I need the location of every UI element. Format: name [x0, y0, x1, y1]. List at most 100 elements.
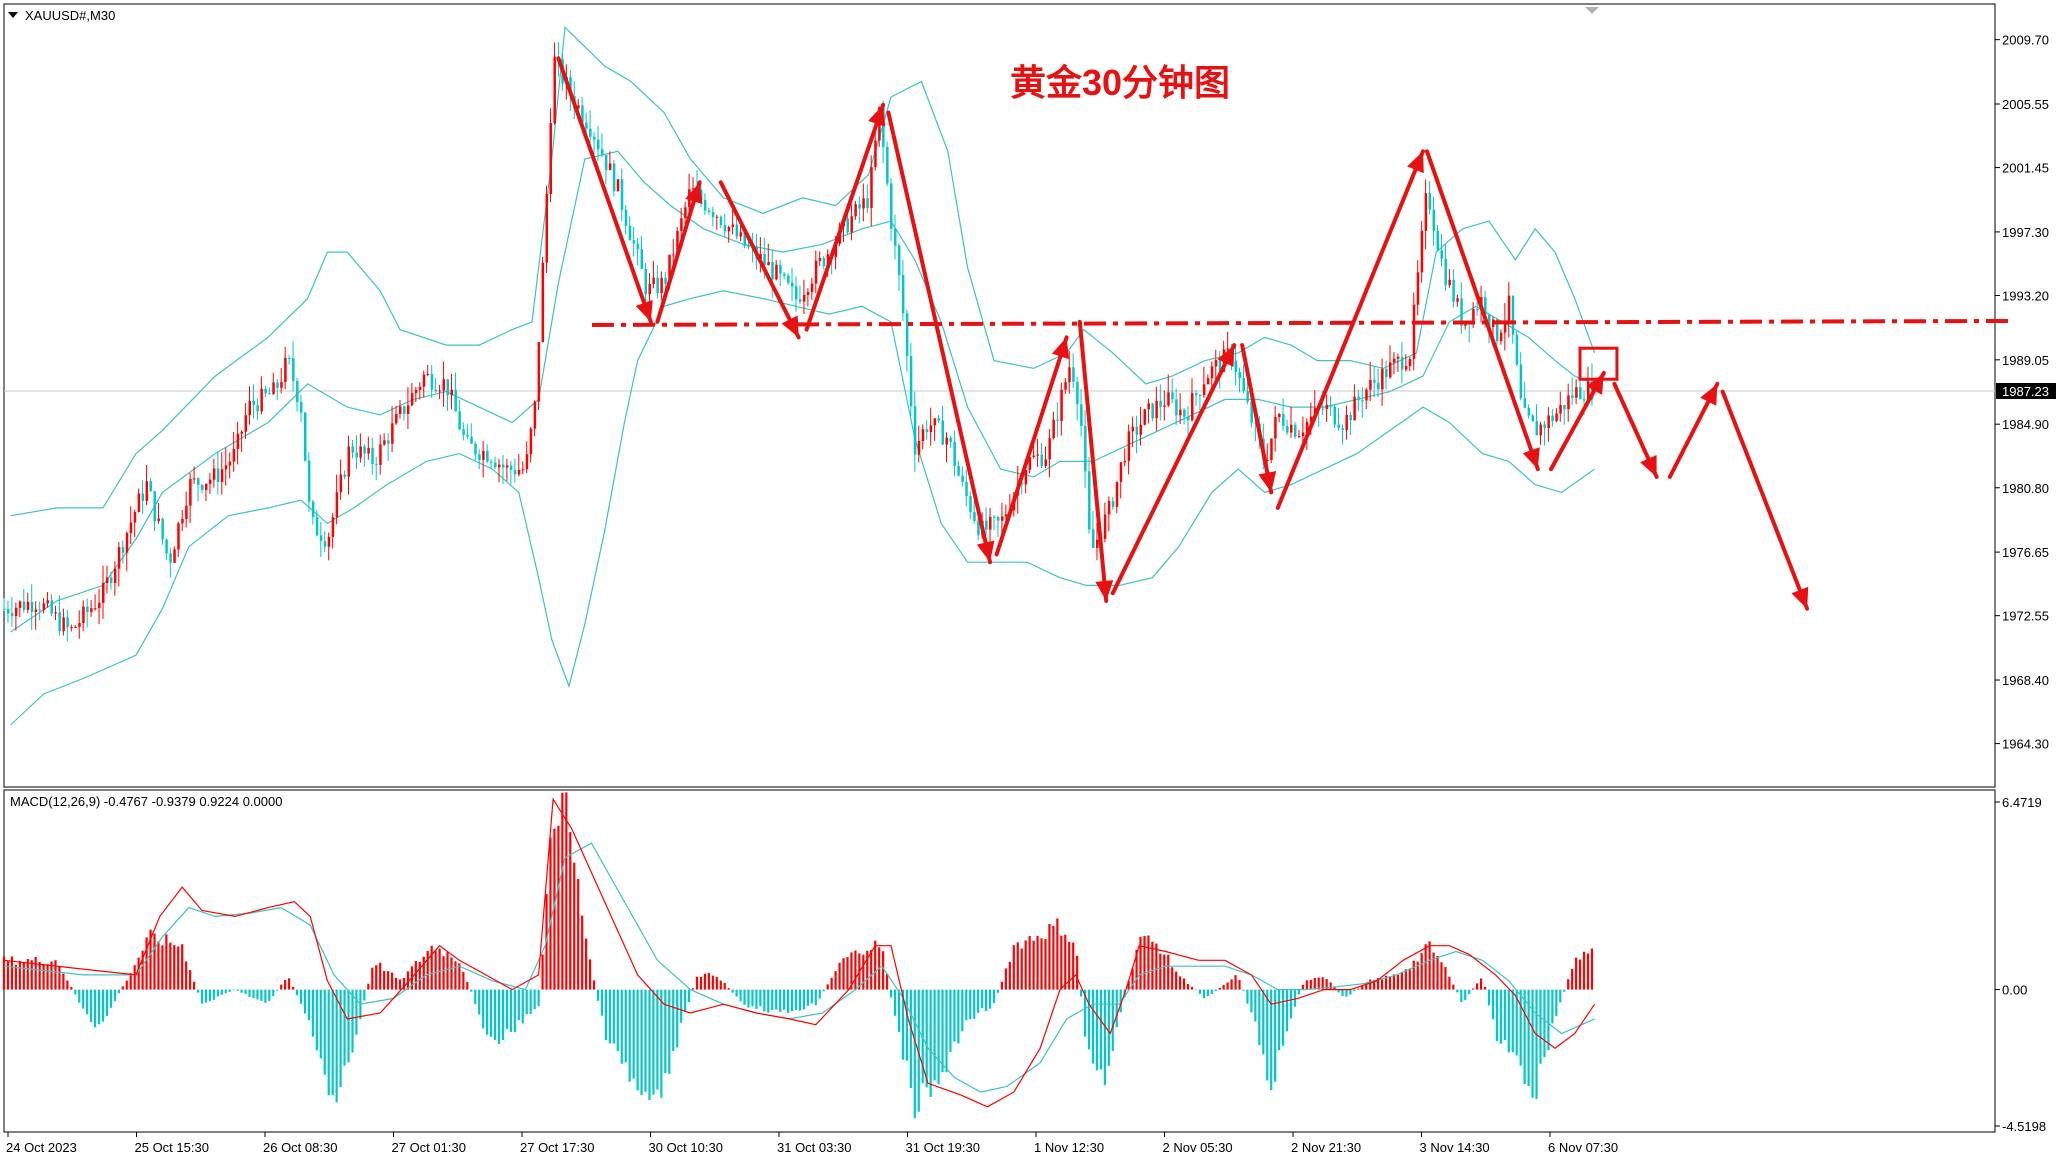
- candle-bull: [577, 105, 580, 109]
- candle-bear: [513, 469, 517, 475]
- candle-bear: [1523, 398, 1527, 408]
- candle-bear: [628, 225, 632, 241]
- candle-bull: [1060, 389, 1063, 421]
- candle-bull: [1416, 272, 1420, 305]
- candle-bear: [858, 204, 861, 209]
- candle-bear: [1452, 279, 1455, 302]
- candle-bear: [612, 163, 616, 192]
- candle-bull: [418, 386, 422, 390]
- candle-bear: [474, 443, 477, 455]
- candle-bear: [1072, 367, 1075, 382]
- candle-bull: [870, 167, 873, 209]
- symbol-dropdown-icon[interactable]: [8, 12, 18, 18]
- candle-bull: [189, 479, 192, 506]
- candle-bull: [105, 577, 109, 584]
- candle-bull: [1004, 514, 1008, 517]
- candle-bull: [660, 277, 663, 294]
- candle-bear: [707, 210, 711, 212]
- candle-bear: [216, 468, 220, 483]
- candle-bear: [763, 253, 766, 266]
- candle-bear: [791, 282, 794, 287]
- candle-bear: [1531, 415, 1535, 422]
- candle-bull: [204, 483, 208, 490]
- candle-bear: [22, 601, 26, 610]
- candle-bear: [1432, 209, 1436, 231]
- time-tick-label: 2 Nov 21:30: [1291, 1140, 1361, 1155]
- candle-bull: [759, 253, 762, 260]
- candle-bull: [1103, 514, 1107, 539]
- price-panel[interactable]: XAUUSD#,M30 黄金30分钟图: [3, 3, 2013, 788]
- trend-arrow-shaft: [1110, 343, 1237, 596]
- price-panel-frame: [3, 3, 1996, 788]
- candle-bear: [1246, 391, 1249, 402]
- candle-bear: [1175, 399, 1178, 416]
- trend-arrow-shaft: [1424, 149, 1540, 472]
- candle-bear: [703, 200, 707, 211]
- candle-bear: [977, 520, 980, 536]
- candle-bull: [1270, 438, 1273, 461]
- candle-bull: [1095, 539, 1099, 549]
- candle-bull: [648, 284, 651, 295]
- candle-bull: [280, 381, 283, 388]
- candle-bear: [161, 518, 164, 540]
- candle-bear: [458, 411, 461, 430]
- candle-bull: [117, 547, 121, 569]
- candle-bear: [1250, 401, 1253, 423]
- candle-bear: [1171, 392, 1174, 400]
- candle-bull: [26, 601, 30, 610]
- trend-arrow-head: [1051, 337, 1070, 360]
- candle-bear: [965, 481, 968, 497]
- time-tick-label: 24 Oct 2023: [6, 1140, 77, 1155]
- candle-bear: [121, 547, 125, 553]
- candle-bull: [1491, 319, 1495, 328]
- bollinger-middle-line: [10, 150, 1595, 633]
- macd-axis: 6.4719 0.00 -4.5198: [1995, 795, 2046, 1134]
- candle-bear: [798, 299, 802, 302]
- candle-bear: [1293, 424, 1297, 437]
- macd-panel[interactable]: MACD(12,26,9) -0.4767 -0.9379 0.9224 0.0…: [2, 789, 1996, 1133]
- candle-bull: [1107, 500, 1111, 515]
- candle-bull: [608, 163, 612, 171]
- time-axis: 24 Oct 2023 25 Oct 15:30 26 Oct 08:30 27 Oc…: [6, 1132, 1618, 1155]
- candle-bear: [1329, 404, 1333, 407]
- current-price-box: [1996, 383, 2056, 399]
- candle-bull: [42, 603, 46, 611]
- candle-bear: [581, 105, 584, 123]
- candle-bull: [529, 428, 533, 455]
- trend-arrow-shaft: [804, 102, 886, 332]
- candle-bear: [1092, 529, 1095, 549]
- candle-bull: [727, 227, 731, 232]
- candle-bear: [66, 617, 69, 628]
- candle-bear: [941, 420, 945, 445]
- candle-bull: [1575, 387, 1578, 398]
- candle-bear: [1234, 360, 1238, 372]
- candle-bull: [208, 479, 212, 484]
- candle-bull: [1301, 432, 1305, 436]
- candle-bull: [54, 612, 57, 614]
- candle-bull: [1064, 382, 1067, 390]
- candle-bear: [1282, 413, 1285, 426]
- candle-bull: [1408, 358, 1412, 367]
- candle-bull: [1412, 304, 1416, 359]
- candle-bear: [723, 224, 727, 232]
- price-tick-label: 1989.05: [2002, 353, 2049, 368]
- candle-bear: [656, 277, 659, 294]
- candle-bear: [38, 609, 42, 611]
- candle-bull: [391, 423, 394, 444]
- macd-main-line: [3, 797, 1596, 1108]
- candle-bull: [1555, 413, 1558, 422]
- candle-bear: [1515, 334, 1519, 365]
- candle-bear: [957, 465, 960, 476]
- candle-bear: [296, 381, 299, 403]
- candle-bull: [359, 446, 362, 458]
- candle-bear: [201, 484, 204, 490]
- candle-bear: [969, 496, 972, 513]
- candle-bear: [1527, 407, 1531, 416]
- current-price-marker: 1987.23: [1996, 383, 2056, 399]
- candle-bull: [1567, 395, 1570, 410]
- candle-bear: [169, 553, 172, 563]
- candle-bear: [783, 273, 786, 276]
- price-tick-label: 1972.55: [2002, 609, 2049, 624]
- candle-bear: [585, 122, 588, 129]
